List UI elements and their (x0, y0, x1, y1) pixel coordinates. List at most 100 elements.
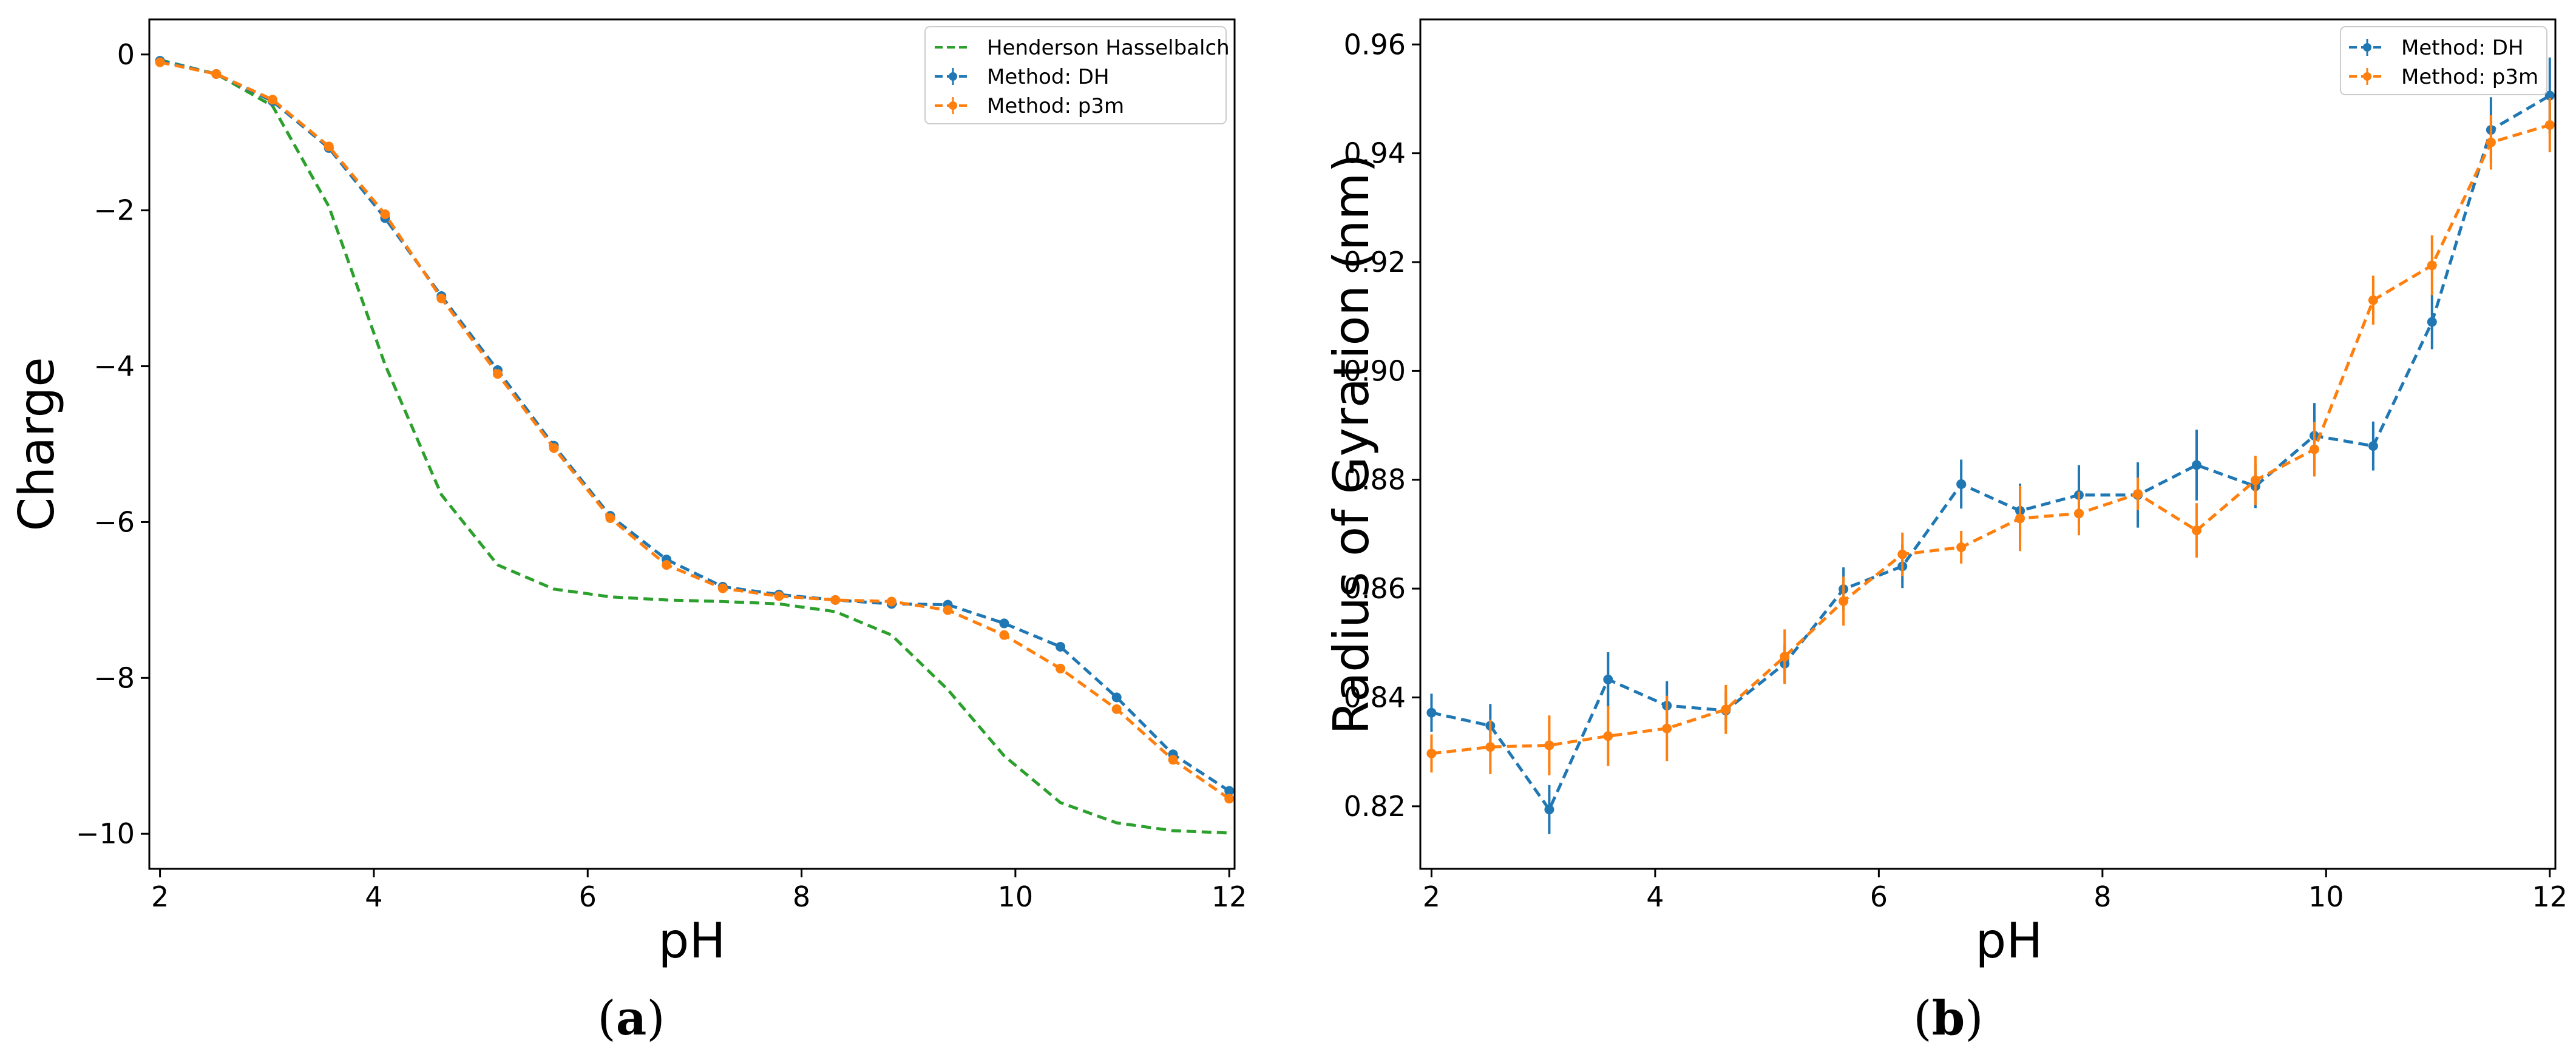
panel-a-point-method-dh (1056, 641, 1066, 652)
panel-a-series-line-method-p3m (160, 61, 1230, 800)
legend-label-method-p3m-b: Method: p3m (2401, 65, 2538, 89)
panel-a-point-method-dh (999, 618, 1009, 629)
panel-a-x-tick-label: 8 (793, 880, 810, 913)
panel-b-y-tick-label: 0.86 (1344, 572, 1406, 605)
panel-b-point-method-p3m (2427, 260, 2437, 271)
panel-b-axes-frame (1419, 18, 2557, 870)
panel-b-y-tick-label: 0.96 (1344, 28, 1406, 61)
panel-a-point-method-p3m (1056, 663, 1066, 673)
panel-b-point-method-p3m (2250, 475, 2260, 485)
panel-b-point-method-p3m (1485, 742, 1496, 752)
panel-a-point-method-p3m (549, 443, 559, 453)
panel-b-y-axis-label: Radius of Gyration (nm) (1323, 154, 1380, 734)
panel-b-x-tick-label: 8 (2093, 880, 2111, 913)
panel-b-y-tick-label: 0.94 (1344, 137, 1406, 170)
panel-b-series-line-method-dh (1431, 94, 2551, 811)
panel-b-x-axis-label: pH (1976, 913, 2043, 969)
panel-a-point-method-p3m (492, 369, 503, 379)
panel-b-point-method-p3m (1544, 740, 1554, 751)
panel-a-point-method-p3m (774, 591, 784, 601)
panel-a-point-method-p3m (886, 596, 897, 607)
panel-a-charge-vs-ph: 2 4 6 8 10 12 0 −2 −4 −6 −8 −10 pH Charge Henderso… (8, 18, 1247, 1046)
panel-a-point-method-p3m (605, 513, 615, 524)
panel-b-point-method-p3m (1721, 704, 1731, 715)
panel-b-legend-frame (2340, 26, 2547, 95)
legend-label-method-dh: Method: DH (987, 65, 1110, 89)
legend-label-method-p3m: Method: p3m (987, 94, 1124, 118)
panel-b-point-method-dh (2427, 317, 2437, 327)
panel-b-radius-of-gyration-vs-ph: 2 4 6 8 10 12 0.82 0.84 0.86 0.88 0.90 0.92 0.94 0.9… (1323, 18, 2568, 1046)
panel-a-caption: (a) (597, 991, 665, 1046)
legend-marker-method-dh-b (2363, 43, 2371, 52)
panel-b-point-method-p3m (2544, 120, 2555, 130)
panel-a-series-line-henderson-hasselbalch (159, 58, 1230, 835)
panel-b-caption-letter: b (1932, 991, 1965, 1046)
panel-b-point-method-p3m (1780, 652, 1790, 662)
panel-b-y-tick-label: 0.92 (1344, 246, 1406, 278)
panel-a-x-tick-label: 6 (579, 880, 597, 913)
panel-a-x-tick-label: 12 (1212, 880, 1247, 913)
panel-b-x-tick-label: 6 (1870, 880, 1888, 913)
panel-b-x-axis: 2 4 6 8 10 12 (1423, 869, 2568, 913)
panel-b-x-tick-label: 12 (2532, 880, 2568, 913)
legend-marker-method-p3m (949, 101, 957, 110)
panel-b-point-method-p3m (1956, 542, 1967, 552)
panel-a-x-tick-label: 4 (365, 880, 382, 913)
panel-a-point-method-p3m (211, 69, 222, 79)
panel-a-x-tick-label: 2 (151, 880, 169, 913)
panel-b-point-method-p3m (1662, 723, 1672, 734)
panel-a-y-axis: 0 −2 −4 −6 −8 −10 (76, 38, 149, 850)
panel-b-point-method-dh (1426, 707, 1437, 718)
panel-b-y-axis: 0.82 0.84 0.86 0.88 0.90 0.92 0.94 0.96 (1344, 28, 1420, 823)
panel-a-series-line-method-dh (160, 59, 1230, 792)
panel-a-x-tick-label: 10 (998, 880, 1034, 913)
panel-b-point-method-p3m (2309, 444, 2319, 454)
panel-a-legend-frame (924, 26, 1227, 124)
panel-a-plot-area (155, 56, 1235, 835)
panel-b-point-method-p3m (2015, 513, 2025, 524)
panel-b-point-method-dh (1544, 805, 1554, 815)
panel-b-y-tick-label: 0.82 (1344, 790, 1406, 823)
panel-a-y-tick-label: −8 (93, 661, 135, 694)
panel-b-legend: Method: DH Method: p3m (2340, 26, 2547, 95)
panel-a-point-method-p3m (662, 560, 672, 570)
panel-a-y-tick-label: −10 (76, 817, 135, 850)
panel-b-y-tick-label: 0.88 (1344, 464, 1406, 496)
panel-a-point-method-p3m (436, 293, 447, 303)
panel-a-point-method-dh (1111, 692, 1122, 703)
panel-b-plot-area (1426, 57, 2555, 834)
panel-b-y-tick-label: 0.84 (1344, 681, 1406, 714)
panel-a-y-tick-label: −6 (93, 505, 135, 538)
panel-b-point-method-dh (1603, 674, 1613, 684)
panel-a-x-axis-label: pH (659, 913, 726, 969)
panel-a-point-method-p3m (943, 605, 953, 615)
panel-b-x-tick-label: 2 (1423, 880, 1440, 913)
panel-a-y-tick-label: 0 (117, 38, 135, 71)
panel-a-point-method-p3m (717, 583, 728, 593)
panel-a-caption-letter: a (616, 991, 647, 1046)
panel-a-point-method-p3m (999, 630, 1009, 640)
legend-label-henderson-hasselbalch: Henderson Hasselbalch (987, 36, 1230, 60)
panel-b-point-method-p3m (2368, 295, 2378, 305)
panel-a-point-method-dh (1224, 786, 1235, 796)
panel-b-y-tick-label: 0.90 (1344, 354, 1406, 387)
panel-b-point-method-p3m (1603, 731, 1613, 741)
panel-b-point-method-p3m (1897, 549, 1908, 559)
panel-a-y-tick-label: −4 (93, 350, 135, 383)
panel-b-point-method-p3m (2486, 137, 2496, 147)
panel-b-series-line-method-p3m (1431, 123, 2551, 755)
panel-a-point-method-p3m (1111, 704, 1122, 714)
panel-b-x-tick-label: 4 (1646, 880, 1664, 913)
panel-a-point-method-p3m (268, 95, 278, 105)
legend-marker-method-p3m-b (2363, 72, 2371, 81)
panel-b-x-tick-label: 10 (2308, 880, 2344, 913)
panel-a-legend: Henderson Hasselbalch Method: DH Method:… (924, 26, 1230, 124)
panel-a-y-axis-label: Charge (8, 357, 65, 531)
legend-marker-method-dh (949, 72, 957, 81)
panel-a-axes-frame (148, 18, 1236, 870)
panel-a-point-method-p3m (1168, 755, 1178, 765)
panel-b-point-method-p3m (1426, 748, 1437, 758)
panel-a-y-tick-label: −2 (93, 194, 135, 227)
panel-b-caption: (b) (1913, 991, 1983, 1046)
